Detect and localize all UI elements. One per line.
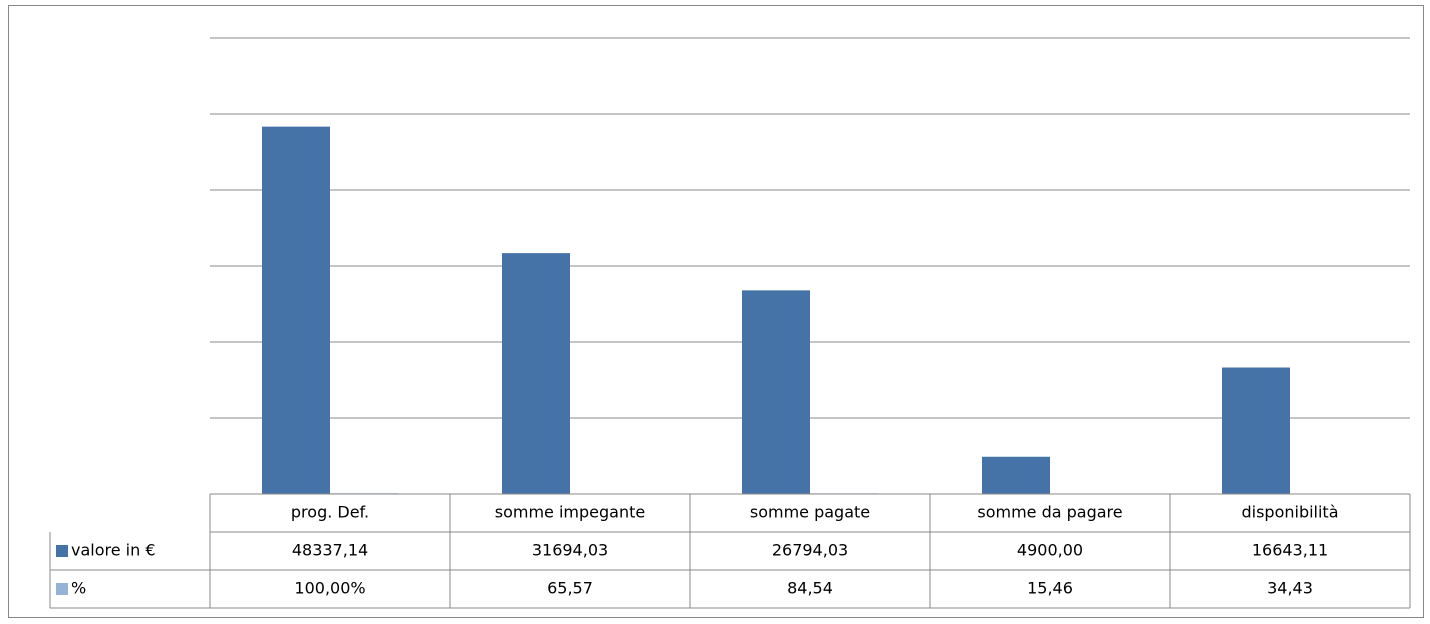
bar — [982, 456, 1050, 494]
legend-label: % — [71, 579, 86, 598]
bar — [262, 126, 330, 495]
table-value: 15,46 — [1027, 579, 1073, 598]
table-value: 31694,03 — [532, 541, 608, 560]
table-value: 34,43 — [1267, 579, 1313, 598]
bar — [742, 290, 810, 494]
x-tick-label: somme da pagare — [977, 503, 1122, 522]
x-tick-label: somme pagate — [750, 503, 870, 522]
table-value: 48337,14 — [292, 541, 368, 560]
bar — [1222, 367, 1290, 494]
x-tick-label: prog. Def. — [291, 503, 369, 522]
legend-label: valore in € — [71, 541, 156, 560]
table-value: 26794,03 — [772, 541, 848, 560]
x-tick-label: disponibilità — [1241, 503, 1338, 522]
chart-border — [8, 5, 1424, 618]
table-value: 4900,00 — [1017, 541, 1083, 560]
table-value: 65,57 — [547, 579, 593, 598]
legend-swatch — [56, 545, 68, 557]
table-value: 100,00% — [294, 579, 365, 598]
table-value: 16643,11 — [1252, 541, 1328, 560]
table-value: 84,54 — [787, 579, 833, 598]
x-tick-label: somme impegante — [495, 503, 645, 522]
bar — [502, 253, 570, 494]
legend-swatch — [56, 583, 68, 595]
